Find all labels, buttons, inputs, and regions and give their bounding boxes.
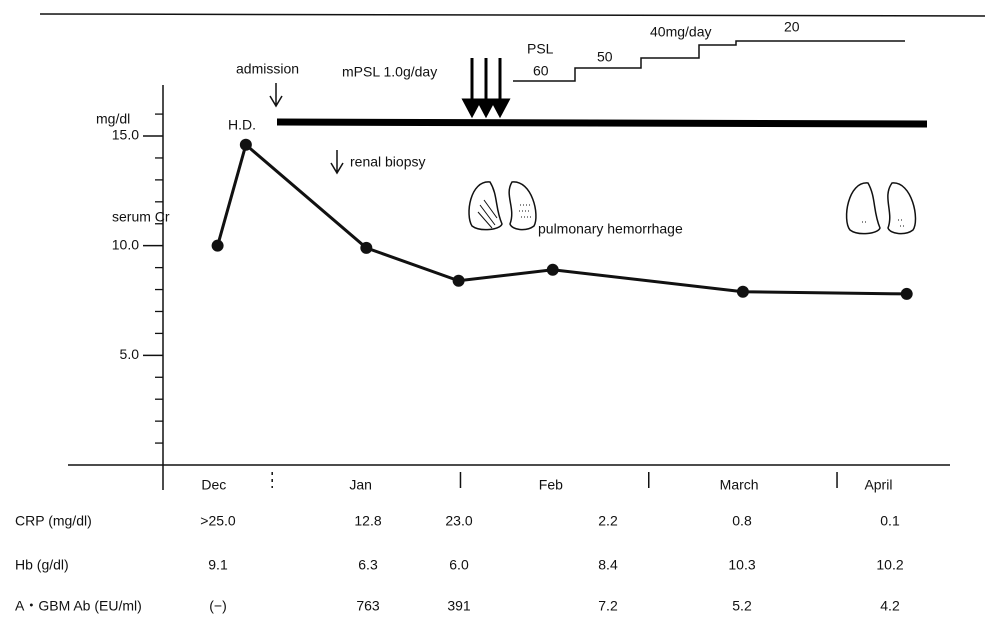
hd-label: H.D.	[228, 117, 256, 133]
top-rule	[40, 14, 985, 16]
y-unit: mg/dl	[96, 111, 130, 127]
data-point	[453, 275, 465, 287]
x-tick-label: April	[864, 477, 892, 493]
table-cell: 5.2	[732, 598, 752, 614]
series-line	[218, 145, 907, 294]
x-tick-label: Feb	[539, 477, 563, 493]
psl-dose: 60	[533, 63, 549, 79]
table-cell: 391	[447, 598, 471, 614]
table-cell: 10.3	[728, 557, 755, 573]
table-cell: 2.2	[598, 513, 618, 529]
pulmonary-label: pulmonary hemorrhage	[538, 221, 683, 237]
table-cell: (−)	[209, 598, 227, 614]
table-cell: 12.8	[354, 513, 381, 529]
y-tick-label: 5.0	[120, 346, 140, 362]
table-cell: 0.1	[880, 513, 900, 529]
table-cell: 4.2	[880, 598, 900, 614]
clinical-course-chart: mg/dl serum Cr admission H.D. renal biop…	[0, 0, 985, 624]
x-tick-label: Jan	[349, 477, 372, 493]
table-cell: 8.4	[598, 557, 618, 573]
y-tick-label: 15.0	[112, 127, 139, 143]
data-point	[212, 240, 224, 252]
admission-arrow	[270, 83, 282, 106]
table-cell: 6.0	[449, 557, 469, 573]
data-point	[240, 139, 252, 151]
table-cell: 6.3	[358, 557, 378, 573]
table-cell: 0.8	[732, 513, 752, 529]
table-cell: >25.0	[200, 513, 236, 529]
psl-dose: 50	[597, 49, 613, 65]
mpsl-arrows	[464, 58, 508, 115]
data-point	[547, 264, 559, 276]
row-label: CRP (mg/dl)	[15, 513, 92, 529]
psl-dose: 20	[784, 19, 800, 35]
mpsl-label: mPSL 1.0g/day	[342, 64, 437, 80]
table-cell: 9.1	[208, 557, 228, 573]
biopsy-label: renal biopsy	[350, 154, 426, 170]
biopsy-arrow	[331, 150, 343, 173]
table-cell: 7.2	[598, 598, 618, 614]
table-cell: 23.0	[445, 513, 472, 529]
row-label: Hb (g/dl)	[15, 557, 69, 573]
lung-icon	[847, 183, 916, 234]
x-tick-label: March	[720, 477, 759, 493]
lung-icon	[469, 182, 536, 230]
admission-label: admission	[236, 61, 299, 77]
psl-dose: 40mg/day	[650, 24, 711, 40]
table-cell: 10.2	[876, 557, 903, 573]
row-label: A・GBM Ab (EU/ml)	[15, 598, 142, 614]
y-tick-label: 10.0	[112, 236, 139, 252]
psl-steps	[513, 41, 905, 81]
data-point	[737, 286, 749, 298]
data-point	[360, 242, 372, 254]
x-tick-label: Dec	[201, 477, 226, 493]
psl-label: PSL	[527, 41, 554, 57]
hd-bar	[277, 122, 927, 124]
table-cell: 763	[356, 598, 380, 614]
y-axis-label: serum Cr	[112, 209, 170, 225]
data-point	[901, 288, 913, 300]
